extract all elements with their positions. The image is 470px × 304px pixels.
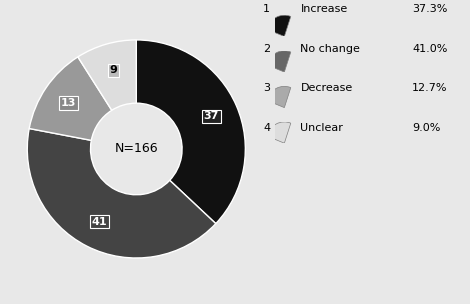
Text: 4: 4 <box>263 123 270 133</box>
Text: 37.3%: 37.3% <box>412 4 447 14</box>
Text: 37: 37 <box>204 112 219 122</box>
Text: 12.7%: 12.7% <box>412 83 447 93</box>
Text: Unclear: Unclear <box>300 123 343 133</box>
Text: 1: 1 <box>263 4 270 14</box>
Text: Increase: Increase <box>300 4 348 14</box>
Wedge shape <box>266 51 291 72</box>
Wedge shape <box>266 86 291 108</box>
Text: No change: No change <box>300 44 360 54</box>
Wedge shape <box>266 15 291 36</box>
Text: N=166: N=166 <box>115 143 158 155</box>
Wedge shape <box>29 57 112 140</box>
Text: 9: 9 <box>110 65 118 75</box>
Wedge shape <box>266 122 291 143</box>
Text: 2: 2 <box>263 44 270 54</box>
Text: 3: 3 <box>263 83 270 93</box>
Text: Decrease: Decrease <box>300 83 352 93</box>
Text: 41.0%: 41.0% <box>412 44 447 54</box>
Wedge shape <box>27 129 216 258</box>
Wedge shape <box>136 40 245 224</box>
Text: 41: 41 <box>91 217 107 227</box>
Text: 9.0%: 9.0% <box>412 123 440 133</box>
Text: 13: 13 <box>61 98 76 108</box>
Wedge shape <box>78 40 136 110</box>
